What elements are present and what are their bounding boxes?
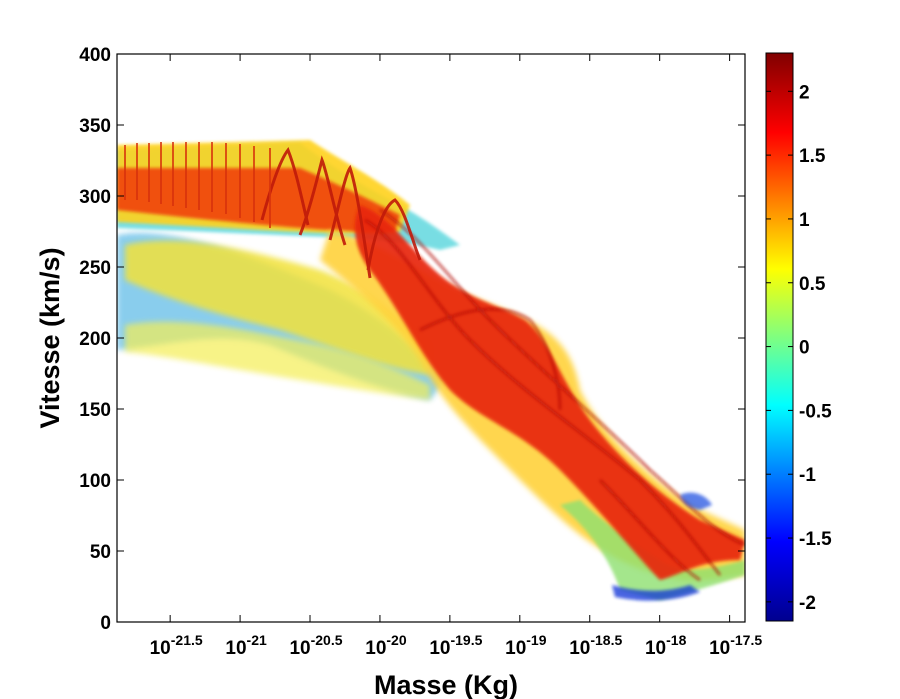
x-tick-label: 10-19.5 (429, 632, 482, 659)
colorbar-tick-label: 2 (799, 82, 810, 103)
lower-diffuse-band-2 (125, 321, 430, 400)
ridge-trace-1 (364, 219, 721, 576)
y-axis-label: Vitesse (km/s) (35, 247, 65, 428)
x-tick-label: 10-20.5 (289, 632, 342, 659)
oscillation-peak-2 (328, 164, 372, 279)
blue-patch-right (680, 492, 712, 510)
y-tick-label: 250 (79, 258, 111, 279)
y-tick-label: 50 (90, 542, 111, 563)
colorbar (765, 52, 794, 622)
y-tick-label: 0 (100, 613, 111, 634)
colorbar-tick-label: -2 (799, 593, 816, 614)
y-tick-label: 300 (79, 187, 111, 208)
colorbar-tick-label: -0.5 (799, 401, 832, 422)
y-tick-label: 200 (79, 329, 111, 350)
ridge-trace-4 (599, 479, 701, 581)
ridge-trace-2 (379, 209, 745, 546)
lower-branch (560, 500, 745, 600)
colorbar-tick-label: 0.5 (799, 274, 826, 295)
y-axis: 0 50 100 150 200 250 300 350 400 (79, 45, 745, 634)
x-tick-label: 10-18.5 (569, 632, 622, 659)
x-tick-label: 10-17.5 (709, 632, 762, 659)
colorbar-tick-label: -1.5 (799, 529, 832, 550)
x-tick-label: 10-19 (505, 632, 547, 659)
oscillation-peak-3 (366, 198, 422, 271)
heatmap (117, 140, 745, 601)
upper-band-comb (124, 142, 271, 228)
lower-diffuse-band (125, 240, 430, 375)
x-axis-label: Masse (Kg) (374, 670, 518, 699)
x-tick-label: 10-20 (365, 632, 407, 659)
x-tick-label: 10-18 (645, 632, 687, 659)
x-axis: 10-21.5 10-21 10-20.5 10-20 10-19.5 10-19 10-1… (150, 54, 762, 659)
colorbar-axis: -2 -1.5 -1 -0.5 0 0.5 1 1.5 2 (766, 82, 832, 614)
y-tick-label: 350 (79, 116, 111, 137)
x-tick-label: 10-21.5 (150, 632, 203, 659)
x-tick-label: 10-21 (225, 632, 267, 659)
colorbar-tick-label: 1 (799, 210, 810, 231)
y-tick-label: 150 (79, 400, 111, 421)
colorbar-tick-label: 0 (799, 338, 810, 359)
low-mass-blue-fringe (612, 585, 700, 601)
colorbar-tick-label: 1.5 (799, 146, 826, 167)
ridge-trace-3 (419, 308, 561, 411)
colorbar-tick-label: -1 (799, 465, 816, 486)
y-tick-label: 100 (79, 471, 111, 492)
y-tick-label: 400 (79, 45, 111, 66)
ridge-traces (364, 209, 745, 581)
oscillation-peak-1 (298, 155, 347, 246)
